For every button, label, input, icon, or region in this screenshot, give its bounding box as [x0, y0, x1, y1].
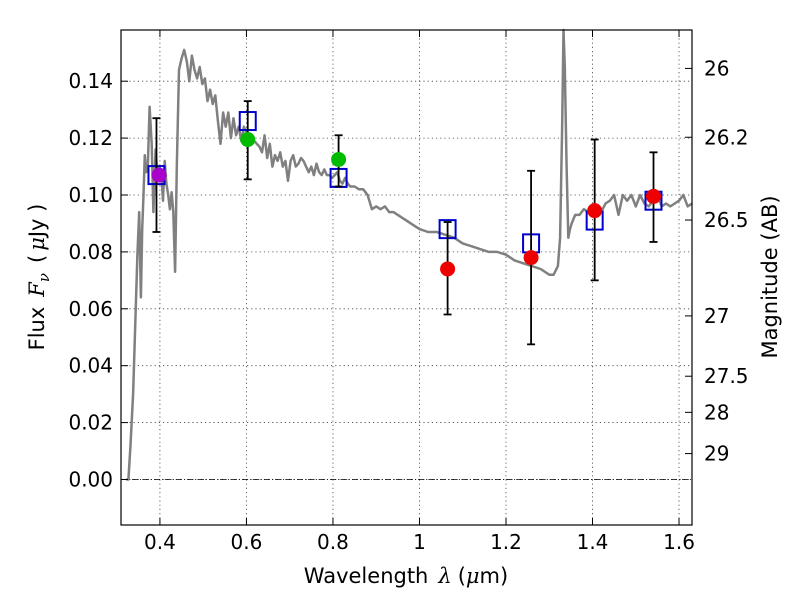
- axis-ticks: [121, 30, 692, 525]
- plot-frame: [120, 29, 693, 526]
- observed-point: [331, 151, 347, 167]
- y2-tick-label: 27.5: [704, 364, 749, 388]
- observed-point: [240, 132, 256, 148]
- x-tick-labels: 0.4 0.6 0.8 1 1.2 1.4 1.6: [144, 530, 695, 554]
- x-tick-label: 0.4: [144, 530, 176, 554]
- y2-axis-label: Magnitude (AB): [758, 195, 782, 358]
- x-tick-label: 1.6: [663, 530, 695, 554]
- y-tick-label: 0.02: [68, 411, 113, 435]
- y2-tick-label: 26.2: [704, 125, 749, 149]
- x-tick-label: 1.4: [577, 530, 609, 554]
- observed-point: [440, 261, 456, 277]
- y-axis-label: FluxFν(μJy ): [25, 204, 53, 351]
- y2-tick-label: 28: [704, 400, 729, 424]
- x-axis-label: Wavelength λ (μm): [304, 564, 508, 588]
- y-tick-label: 0.08: [68, 240, 113, 264]
- y2-tick-label: 26.5: [704, 208, 749, 232]
- y2-tick-label: 26: [704, 56, 729, 80]
- y2-tick-label: 27: [704, 304, 729, 328]
- y-tick-label: 0.04: [68, 354, 113, 378]
- observed-point: [523, 250, 539, 266]
- x-tick-label: 1: [413, 530, 426, 554]
- spectrum-line: [126, 28, 693, 481]
- y2-tick-label: 29: [704, 442, 729, 466]
- x-tick-label: 0.6: [231, 530, 263, 554]
- grid-lines: [121, 30, 692, 525]
- x-tick-label: 1.2: [490, 530, 522, 554]
- y-tick-label: 0.06: [68, 297, 113, 321]
- errorbar-series: [152, 100, 658, 346]
- y-tick-label: 0.12: [68, 126, 113, 150]
- y-tick-label: 0.14: [68, 69, 113, 93]
- observed-point: [151, 167, 167, 183]
- y2-tick-labels: 26 26.2 26.5 27 27.5 28 29: [704, 56, 749, 465]
- spectrum-series: [126, 28, 693, 481]
- observed-point: [587, 203, 603, 219]
- model-box-series: [147, 111, 663, 254]
- y-tick-label: 0.00: [68, 467, 113, 491]
- observed-point: [646, 188, 662, 204]
- y-tick-labels: 0.00 0.02 0.04 0.06 0.08 0.10 0.12 0.14: [68, 69, 113, 491]
- observed-point-series: [151, 132, 662, 277]
- y-tick-label: 0.10: [68, 183, 113, 207]
- x-tick-label: 0.8: [317, 530, 349, 554]
